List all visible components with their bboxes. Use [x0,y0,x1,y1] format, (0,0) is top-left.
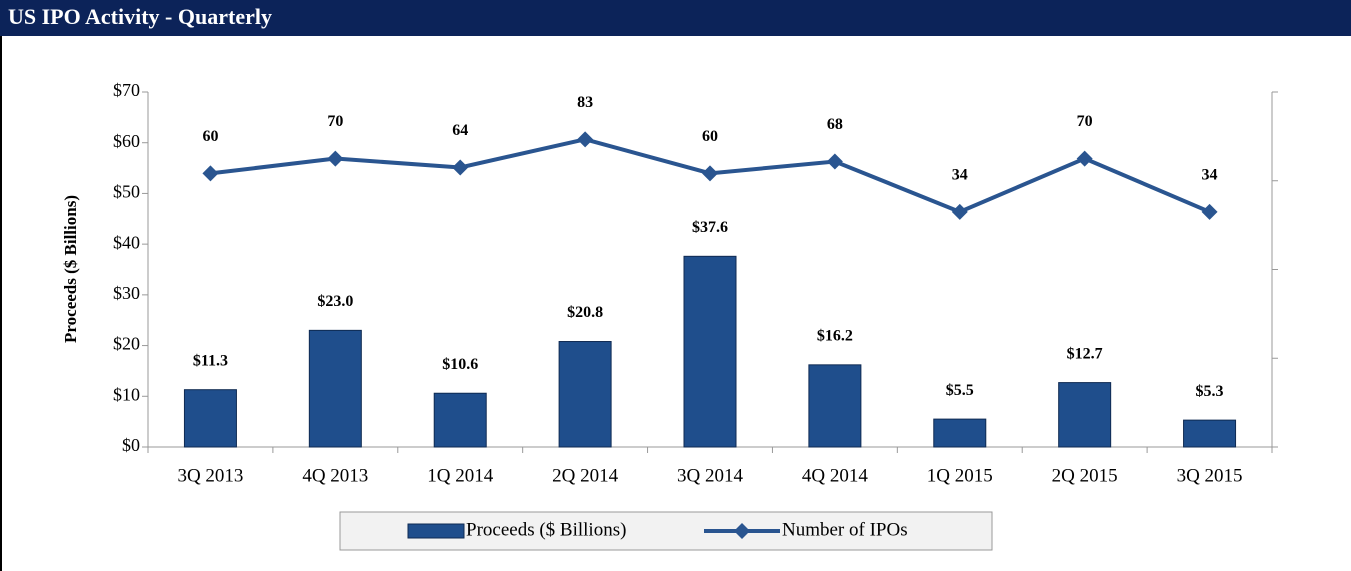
bar-value-label: $23.0 [317,293,353,310]
y-tick-label: $30 [113,283,140,303]
line-value-label: 83 [577,94,593,111]
line-value-label: 68 [827,116,843,133]
line-marker [452,159,469,176]
line-marker [1076,150,1093,167]
line-marker [202,165,219,182]
x-tick-label: 1Q 2014 [427,465,493,486]
chart-title: US IPO Activity - Quarterly [8,4,272,29]
bar [308,329,362,448]
bar-value-label: $5.3 [1196,383,1224,400]
legend-swatch [407,523,465,539]
bar [933,418,987,448]
bar-value-label: $5.5 [946,382,974,399]
bar [1183,419,1237,448]
line-value-label: 34 [1202,166,1218,183]
line-marker [327,150,344,167]
x-tick-label: 3Q 2014 [677,465,743,486]
bar-value-label: $20.8 [567,304,603,321]
legend-label: Proceeds ($ Billions) [466,519,626,540]
bar [433,392,487,448]
bar [808,364,862,448]
bar [683,255,737,448]
y-tick-label: $0 [122,435,140,455]
y-tick-label: $50 [113,182,140,202]
line-value-label: 70 [327,113,343,130]
bar [183,389,237,448]
line-marker [577,131,594,148]
bar [558,341,612,448]
y-tick-label: $20 [113,334,140,354]
x-tick-label: 2Q 2015 [1052,465,1118,486]
x-tick-label: 2Q 2014 [552,465,618,486]
y-tick-label: $40 [113,232,140,252]
bar-value-label: $16.2 [817,328,853,345]
line-value-label: 60 [202,128,218,145]
line-marker [1201,203,1218,220]
bar-value-label: $37.6 [692,219,728,236]
bar-value-label: $10.6 [442,356,478,373]
line-marker [826,153,843,170]
legend-marker [734,523,750,539]
y-tick-label: $70 [113,80,140,100]
x-tick-label: 4Q 2013 [302,465,368,486]
bar-value-label: $12.7 [1067,345,1103,362]
x-tick-label: 1Q 2015 [927,465,993,486]
y-tick-label: $10 [113,384,140,404]
header-bar [0,0,1351,36]
x-tick-label: 4Q 2014 [802,465,868,486]
x-tick-label: 3Q 2015 [1177,465,1243,486]
bar-value-label: $11.3 [193,352,228,369]
legend-label: Number of IPOs [782,519,908,540]
x-tick-label: 3Q 2013 [177,465,243,486]
y-tick-label: $60 [113,131,140,151]
line-marker [951,203,968,220]
line-value-label: 60 [702,128,718,145]
line-marker [702,165,718,182]
line-value-label: 70 [1077,113,1093,130]
bar [1058,382,1112,448]
y-axis-title: Proceeds ($ Billions) [61,195,80,343]
line-value-label: 34 [952,166,968,183]
line-value-label: 64 [452,122,468,139]
